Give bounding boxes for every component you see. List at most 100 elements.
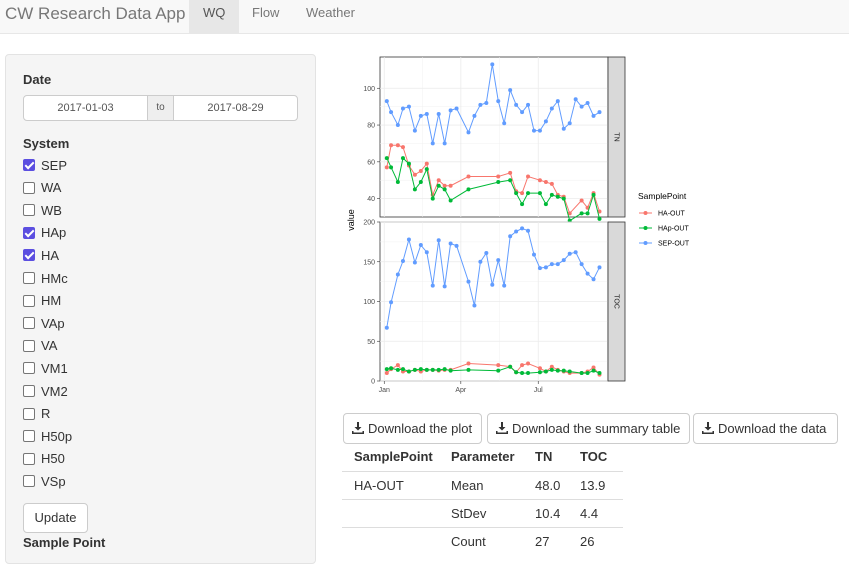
- data-point: [561, 368, 566, 373]
- tab-weather[interactable]: Weather: [306, 5, 355, 20]
- system-checkbox-hmc[interactable]: HMc: [23, 269, 68, 287]
- data-point: [520, 371, 525, 376]
- system-checkbox-hap[interactable]: HAp: [23, 224, 66, 242]
- data-point: [384, 99, 389, 104]
- data-point: [424, 161, 429, 166]
- system-checkbox-r[interactable]: R: [23, 405, 50, 423]
- data-point: [424, 167, 429, 172]
- checkbox[interactable]: [23, 226, 35, 239]
- series-line-hap-out: [386, 157, 600, 222]
- facet-strip: [607, 221, 626, 382]
- data-point: [412, 260, 417, 265]
- system-checkbox-sep[interactable]: SEP: [23, 156, 67, 174]
- data-point: [520, 226, 525, 231]
- system-checkbox-vm2[interactable]: VM2: [23, 382, 68, 400]
- data-point: [418, 367, 423, 372]
- data-point: [502, 121, 507, 126]
- legend-label: SEP-OUT: [658, 241, 690, 248]
- y-axis-title: value: [346, 209, 356, 231]
- table-cell: 27: [523, 526, 568, 555]
- checkbox[interactable]: [23, 294, 35, 307]
- data-point: [508, 234, 513, 239]
- date-end-input[interactable]: 2017-08-29: [207, 102, 264, 114]
- data-point: [591, 277, 596, 282]
- data-point: [585, 100, 590, 105]
- sample-point-label: Sample Point: [23, 535, 106, 550]
- data-point: [579, 198, 584, 203]
- date-start-input[interactable]: 2017-01-03: [57, 102, 114, 114]
- data-point: [537, 128, 542, 133]
- data-point: [395, 272, 400, 277]
- y-tick-label: 40: [367, 196, 375, 203]
- system-checkbox-h50[interactable]: H50: [23, 450, 65, 468]
- system-checkbox-h50p[interactable]: H50p: [23, 427, 72, 445]
- checkbox[interactable]: [23, 181, 35, 194]
- checkbox[interactable]: [23, 407, 35, 420]
- tab-wq[interactable]: WQ: [189, 0, 240, 33]
- data-point: [389, 300, 394, 305]
- update-button[interactable]: Update: [23, 503, 88, 533]
- data-point: [508, 178, 513, 183]
- checkbox-label: VM1: [41, 360, 68, 376]
- download-summary-button[interactable]: Download the summary table: [487, 413, 690, 444]
- data-point: [389, 110, 394, 115]
- system-checkbox-va[interactable]: VA: [23, 337, 57, 355]
- data-point: [400, 156, 405, 161]
- data-point: [561, 196, 566, 201]
- table-cell: [342, 498, 439, 527]
- checkbox[interactable]: [23, 339, 35, 352]
- data-point: [496, 368, 501, 373]
- date-range-input: 2017-01-03 to 2017-08-29: [23, 95, 298, 121]
- system-checkbox-ha[interactable]: HA: [23, 246, 59, 264]
- date-separator: to: [147, 96, 174, 120]
- system-checkbox-hm[interactable]: HM: [23, 292, 61, 310]
- series-line-hap-out: [386, 366, 600, 374]
- data-point: [412, 187, 417, 192]
- table-cell: StDev: [439, 498, 523, 527]
- system-checkbox-vsp[interactable]: VSp: [23, 472, 66, 490]
- checkbox[interactable]: [23, 385, 35, 397]
- data-point: [526, 371, 531, 376]
- data-point: [549, 262, 554, 267]
- download-plot-button[interactable]: Download the plot: [343, 413, 482, 444]
- data-point: [543, 369, 548, 374]
- tab-flow[interactable]: Flow: [252, 5, 280, 20]
- table-cell: 10.4: [523, 498, 568, 527]
- checkbox[interactable]: [23, 249, 35, 262]
- x-tick-label: Apr: [455, 387, 467, 394]
- data-point: [531, 252, 536, 257]
- checkbox[interactable]: [23, 362, 35, 375]
- checkbox[interactable]: [23, 452, 35, 465]
- checkbox-label: VA: [41, 338, 58, 354]
- checkbox[interactable]: [23, 159, 35, 171]
- download-data-button[interactable]: Download the data: [693, 413, 838, 444]
- checkbox-label: VSp: [41, 473, 66, 489]
- data-point: [384, 156, 389, 161]
- data-point: [543, 180, 548, 185]
- checkbox-label: H50p: [41, 428, 73, 444]
- data-point: [537, 366, 542, 371]
- data-point: [418, 169, 423, 174]
- checkbox[interactable]: [23, 430, 35, 443]
- data-point: [406, 161, 411, 166]
- checkbox[interactable]: [23, 475, 35, 488]
- data-point: [384, 325, 389, 330]
- checkbox[interactable]: [23, 272, 35, 284]
- data-point: [508, 170, 513, 175]
- table-cell: [342, 526, 439, 555]
- checkbox-label: HM: [41, 293, 62, 309]
- download-icon: [496, 422, 508, 434]
- data-point: [585, 371, 590, 376]
- checkbox[interactable]: [23, 204, 35, 217]
- system-checkbox-vap[interactable]: VAp: [23, 314, 65, 332]
- data-point: [466, 361, 471, 366]
- checkbox[interactable]: [23, 317, 35, 330]
- system-checkbox-wb[interactable]: WB: [23, 201, 62, 219]
- data-point: [514, 229, 519, 234]
- data-point: [406, 104, 411, 109]
- data-point: [400, 106, 405, 111]
- data-point: [514, 370, 519, 375]
- system-checkbox-wa[interactable]: WA: [23, 179, 61, 197]
- data-point: [597, 209, 602, 214]
- system-checkbox-vm1[interactable]: VM1: [23, 359, 68, 377]
